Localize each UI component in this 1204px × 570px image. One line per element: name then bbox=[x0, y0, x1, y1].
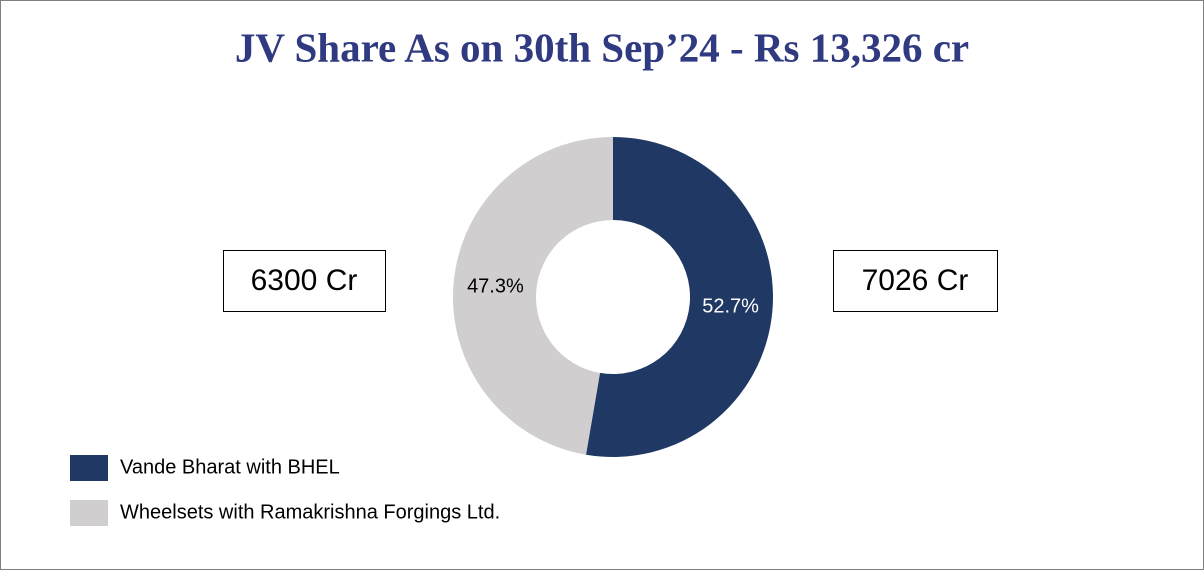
annotation: 6300 Cr bbox=[251, 264, 358, 297]
data-label: 47.3% bbox=[467, 275, 524, 297]
slice bbox=[453, 137, 613, 455]
slice bbox=[585, 137, 774, 457]
legend-swatch bbox=[70, 500, 108, 526]
chart-title: JV Share As on 30th Sep’24 - Rs 13,326 c… bbox=[235, 24, 969, 70]
legend-label: Vande Bharat with BHEL bbox=[120, 456, 340, 478]
data-label: 52.7% bbox=[702, 295, 759, 317]
legend-label: Wheelsets with Ramakrishna Forgings Ltd. bbox=[120, 501, 500, 523]
annotation: 7026 Cr bbox=[862, 264, 969, 297]
legend-swatch bbox=[70, 455, 108, 481]
annotation-box bbox=[223, 250, 386, 312]
annotation-box bbox=[833, 250, 998, 312]
